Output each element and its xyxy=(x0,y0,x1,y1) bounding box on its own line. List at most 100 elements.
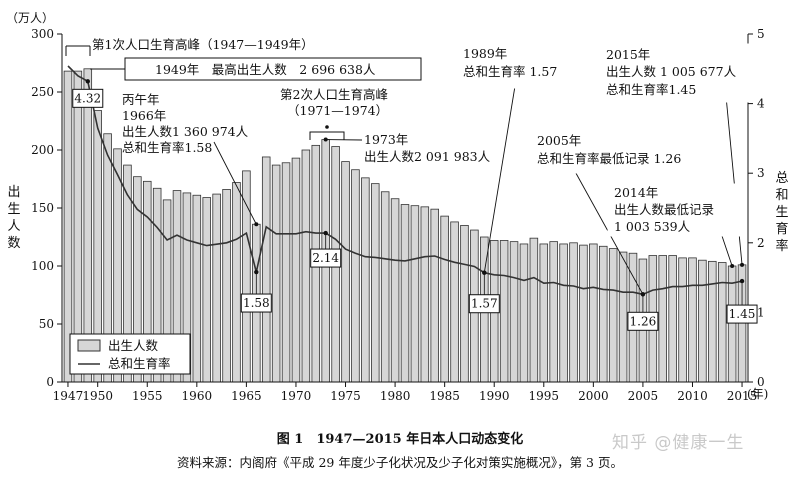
watermark: 知乎 @健康一生 xyxy=(612,433,745,453)
x-axis-ticks: 1947 1950 1955 1960 1965 1970 1975 1980 1985 1990… xyxy=(53,382,757,403)
y2015-line-3: 总和生育率1.45 xyxy=(606,82,696,97)
bar-1992 xyxy=(509,241,519,383)
x-tick-label-2005: 2005 xyxy=(628,389,659,403)
x-tick-label-1965: 1965 xyxy=(231,389,262,403)
y2014-line-3: 1 003 539人 xyxy=(614,219,691,234)
bar-1969 xyxy=(281,162,291,383)
bingwu-line-3: 出生人数1 360 974人 xyxy=(122,124,249,139)
bar-1982 xyxy=(410,205,420,383)
y1973-annotation: 1973年 出生人数2 091 983人 xyxy=(364,132,491,164)
peak2-title: 第2次人口生育高峰 xyxy=(280,87,388,102)
y2005-line-1: 2005年 xyxy=(537,133,581,148)
left-tick-label-150: 150 xyxy=(31,201,54,215)
tfr-line xyxy=(67,65,743,296)
leader-1989 xyxy=(483,79,517,273)
x-tick-label-1985: 1985 xyxy=(429,389,460,403)
bar-1996 xyxy=(549,241,558,383)
leader-2005-dot xyxy=(640,292,645,297)
value-box-2015 xyxy=(726,304,758,324)
y2014-annotation: 2014年 出生人数最低记录 1 003 539人 xyxy=(607,183,741,237)
left-tick-label-300: 300 xyxy=(31,27,54,41)
bar-2009 xyxy=(678,257,687,383)
leader-2014-dot xyxy=(730,264,735,268)
value-box-label-2005: 1.26 xyxy=(630,314,657,328)
left-title-char-3: 数 xyxy=(7,236,20,251)
y1989-bg xyxy=(456,41,592,89)
bar-2000 xyxy=(589,243,598,383)
legend-label-births: 出生人数 xyxy=(108,338,159,353)
x-axis-unit: (年) xyxy=(747,387,768,401)
bar-1977 xyxy=(361,177,370,383)
bingwu-line-4: 总和生育率1.58 xyxy=(122,140,212,155)
tfr-marker-1966 xyxy=(254,269,259,275)
value-box-label-1973: 2.14 xyxy=(312,251,339,265)
y2005-annotation: 2005年 总和生育率最低记录 1.26 xyxy=(529,130,725,174)
left-tick-label-200: 200 xyxy=(31,143,54,157)
legend-bar-swatch xyxy=(77,339,101,352)
left-axis-unit: （万人） xyxy=(6,11,54,25)
leader-1989-dot xyxy=(482,270,487,275)
x-tick-label-1947: 1947 xyxy=(53,389,84,403)
x-tick-label-1970: 1970 xyxy=(281,389,312,403)
figure-caption: 图 1 1947—2015 年日本人口动态变化 xyxy=(276,432,524,447)
bar-1965 xyxy=(242,170,251,383)
leader-2015 xyxy=(725,95,743,265)
bar-1983 xyxy=(420,206,430,383)
bar-1968 xyxy=(271,164,281,383)
bar-1975 xyxy=(341,161,350,383)
value-box-1973 xyxy=(310,248,342,268)
bar-1963 xyxy=(222,189,231,383)
peak2-range: （1971—1974） xyxy=(287,103,388,118)
value-boxes: 4.32 1.58 2.14 1.57 1.26 1.45 xyxy=(72,88,758,331)
tfr-marker-1949 xyxy=(85,79,90,84)
right-axis-title: 总和生育率 xyxy=(775,171,788,254)
value-box-label-1966: 1.58 xyxy=(243,296,270,310)
right-tick-label-1: 1 xyxy=(757,305,765,319)
bar-2001 xyxy=(599,245,608,383)
value-box-2005 xyxy=(627,311,659,331)
bar-2003 xyxy=(618,251,628,383)
bar-2010 xyxy=(688,257,697,383)
bar-2008 xyxy=(668,255,677,383)
legend: 出生人数 总和生育率 xyxy=(69,333,191,375)
y1973-line-1: 1973年 xyxy=(364,132,408,147)
right-title-char-4: 率 xyxy=(775,238,788,254)
y1973-line-2: 出生人数2 091 983人 xyxy=(364,149,491,164)
right-tick-label-5: 5 xyxy=(757,27,765,41)
bingwu-line-2: 1966年 xyxy=(122,108,166,123)
bar-2007 xyxy=(658,255,667,383)
y2015-annotation: 2015年 出生人数 1 005 677人 总和生育率1.45 xyxy=(599,43,749,103)
bar-1976 xyxy=(351,169,360,383)
value-box-1989 xyxy=(468,294,500,314)
peak1-box-text: 1949年 最高出生人数 2 696 638人 xyxy=(155,62,376,77)
bar-1999 xyxy=(579,244,588,383)
leader-1966 xyxy=(213,141,257,225)
bar-1984 xyxy=(430,208,439,383)
bar-1998 xyxy=(569,242,578,383)
bar-2002 xyxy=(608,248,618,383)
y2005-line-2: 总和生育率最低记录 1.26 xyxy=(537,151,681,166)
y1989-annotation: 1989年 总和生育率 1.57 xyxy=(456,41,592,89)
left-title-char-2: 人 xyxy=(7,219,20,234)
x-tick-label-1980: 1980 xyxy=(380,389,411,403)
leader-2014 xyxy=(721,235,733,267)
left-tick-label-250: 250 xyxy=(31,85,54,99)
annotation-leaders xyxy=(213,79,745,313)
bar-1980 xyxy=(390,198,400,383)
left-tick-label-0: 0 xyxy=(46,375,54,389)
leader-1966-dot xyxy=(254,222,259,227)
left-tick-label-50: 50 xyxy=(39,317,54,331)
tfr-marker-1973 xyxy=(323,230,328,236)
tfr-marker-2015 xyxy=(739,278,745,284)
peak2-dot xyxy=(325,125,329,129)
right-title-char-2: 生 xyxy=(775,205,788,220)
y2015-line-1: 2015年 xyxy=(606,47,650,62)
x-tick-label-1995: 1995 xyxy=(529,389,560,403)
bar-1970 xyxy=(291,157,301,383)
leader-1973-dot xyxy=(323,137,328,142)
bar-2011 xyxy=(698,259,707,383)
x-tick-label-1960: 1960 xyxy=(182,389,213,403)
bar-1962 xyxy=(212,193,221,383)
bar-1961 xyxy=(202,197,211,383)
bar-1994 xyxy=(529,237,539,383)
